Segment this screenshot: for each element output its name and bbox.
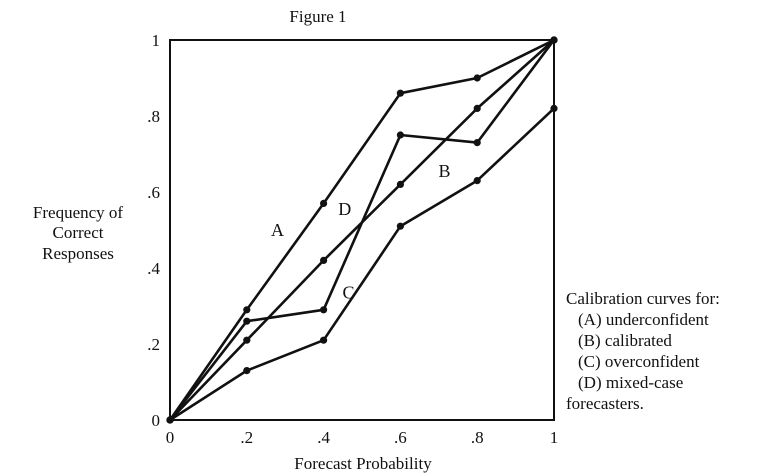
series-layer (166, 36, 558, 424)
series-b-point (320, 256, 328, 264)
legend-item-d: (D) mixed-case (578, 373, 684, 392)
y-tick-label: .8 (147, 107, 160, 126)
series-a-point (396, 89, 404, 97)
y-tick-label: .2 (147, 335, 160, 354)
series-a-point (473, 74, 481, 82)
y-tick-label: .4 (147, 259, 160, 278)
series-b-line (169, 39, 555, 421)
plot-frame (169, 39, 555, 421)
x-tick-label: .6 (394, 428, 407, 447)
series-c-point (243, 367, 251, 375)
series-d-point (550, 36, 558, 44)
legend: Calibration curves for: (A) underconfide… (566, 288, 720, 414)
x-axis-label: Forecast Probability (294, 454, 432, 473)
x-tick-label: 0 (166, 428, 175, 447)
series-d-line (168, 39, 556, 421)
chart-title: Figure 1 (289, 7, 346, 26)
legend-footer: forecasters. (566, 394, 644, 413)
curve-label-b: B (439, 161, 451, 181)
legend-item-a: (A) underconfident (578, 310, 709, 329)
curve-label-d: D (338, 199, 351, 219)
series-d-point (473, 139, 481, 147)
x-tick-label: 1 (550, 428, 559, 447)
series-a-point (243, 306, 251, 314)
y-tick-label: .6 (147, 183, 160, 202)
y-axis-label-line-1: Frequency of (33, 203, 124, 222)
series-d-point (396, 131, 404, 139)
y-axis-label: Frequency of Correct Responses (33, 203, 124, 263)
series-c-point (320, 336, 328, 344)
curve-label-c: C (343, 283, 355, 303)
legend-item-b: (B) calibrated (578, 331, 672, 350)
curve-labels: A B C D (271, 161, 451, 303)
x-tick-label: .4 (317, 428, 330, 447)
y-tick-label: 0 (152, 411, 161, 430)
series-c-line (169, 107, 555, 422)
x-tick-labels: 0 .2 .4 .6 .8 1 (166, 428, 559, 447)
series-d-point (243, 317, 251, 325)
series-a-line (168, 38, 555, 421)
y-axis-label-line-2: Correct (53, 223, 104, 242)
series-d-point (320, 306, 328, 314)
series-c-point (396, 222, 404, 230)
series-b-point (243, 336, 251, 344)
series-c-point (473, 177, 481, 185)
x-tick-label: .2 (240, 428, 253, 447)
series-b-point (396, 180, 404, 188)
series-c-point (550, 104, 558, 112)
series-b-point (473, 104, 481, 112)
y-tick-labels: 0 .2 .4 .6 .8 1 (147, 31, 160, 430)
series-a-point (320, 199, 328, 207)
curve-label-a: A (271, 220, 284, 240)
legend-title: Calibration curves for: (566, 289, 720, 308)
y-axis-label-line-3: Responses (42, 244, 114, 263)
y-tick-label: 1 (152, 31, 161, 50)
series-d-point (166, 416, 174, 424)
x-tick-label: .8 (471, 428, 484, 447)
legend-item-c: (C) overconfident (578, 352, 700, 371)
